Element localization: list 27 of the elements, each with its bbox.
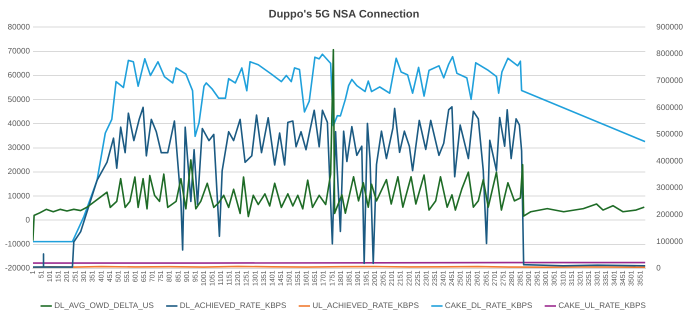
legend-label: CAKE_DL_RATE_KBPS: [444, 301, 532, 310]
y2-tick-label: 400000: [656, 156, 684, 166]
y-tick-label: -20000: [4, 264, 30, 273]
legend-label: DL_ACHIEVED_RATE_KBPS: [180, 301, 286, 310]
y2-tick-label: 0: [656, 264, 662, 273]
chart-title: Duppo's 5G NSA Connection: [268, 8, 420, 21]
y-tick-label: 80000: [8, 22, 30, 32]
y-tick-label: 20000: [8, 167, 30, 176]
y-tick-label: 30000: [8, 143, 30, 152]
y2-tick-label: 200000: [656, 210, 684, 220]
y2-tick-label: 700000: [656, 76, 684, 86]
y2-tick-label: 800000: [656, 49, 684, 58]
y-tick-label: 40000: [8, 118, 30, 128]
y-tick-label: 0: [25, 215, 30, 224]
legend-label: UL_ACHIEVED_RATE_KBPS: [312, 301, 419, 310]
y-tick-label: 60000: [8, 70, 30, 80]
legend-label: CAKE_UL_RATE_KBPS: [558, 301, 646, 310]
y2-tick-label: 500000: [656, 130, 684, 139]
y2-tick-label: 100000: [656, 236, 684, 246]
y-tick-label: 10000: [8, 191, 30, 200]
legend-label: DL_AVG_OWD_DELTA_US: [54, 301, 154, 310]
y-tick-label: 70000: [8, 46, 30, 56]
y2-tick-label: 600000: [656, 102, 684, 112]
y-tick-label: 50000: [8, 94, 30, 104]
y-tick-label: -10000: [4, 240, 30, 249]
y2-tick-label: 900000: [656, 22, 684, 32]
y2-tick-label: 300000: [656, 183, 684, 192]
